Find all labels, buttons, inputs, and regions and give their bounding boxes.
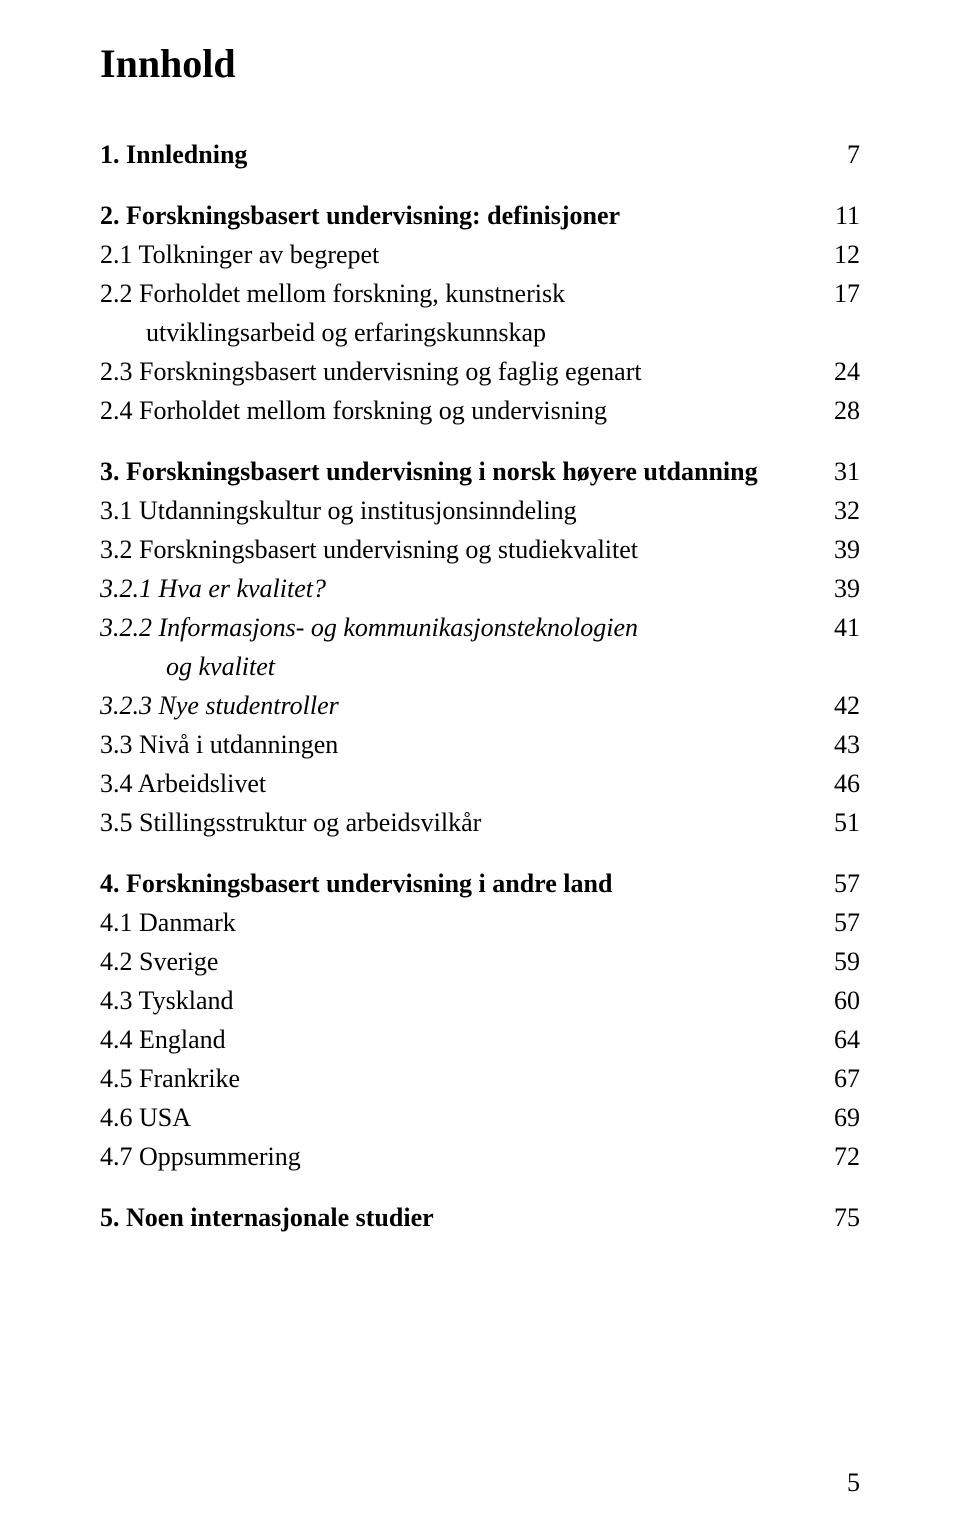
toc-entry-page: 31 xyxy=(820,452,860,491)
toc-entry-label: 4.5 Frankrike xyxy=(100,1059,820,1098)
toc-entry-page: 69 xyxy=(820,1098,860,1137)
toc-entry-page: 39 xyxy=(820,569,860,608)
toc-entry: 3.2.1 Hva er kvalitet?39 xyxy=(100,569,860,608)
toc-entry: 3.2 Forskningsbasert undervisning og stu… xyxy=(100,530,860,569)
toc-entry: 4.6 USA69 xyxy=(100,1098,860,1137)
toc-entry: 4.2 Sverige59 xyxy=(100,942,860,981)
toc-entry-page: 32 xyxy=(820,491,860,530)
toc-entry: 2.1 Tolkninger av begrepet12 xyxy=(100,235,860,274)
section-gap xyxy=(100,1176,860,1198)
toc-entry-label: 3.2.2 Informasjons- og kommunikasjonstek… xyxy=(100,608,820,686)
toc-entry-label: 4.6 USA xyxy=(100,1098,820,1137)
toc-entry-label: 2.2 Forholdet mellom forskning, kunstner… xyxy=(100,274,820,352)
toc-entry-label: 4.4 England xyxy=(100,1020,820,1059)
toc-entry-page: 59 xyxy=(820,942,860,981)
table-of-contents: 1. Innledning72. Forskningsbasert underv… xyxy=(100,135,860,1237)
toc-entry-label: 2.4 Forholdet mellom forskning og underv… xyxy=(100,391,820,430)
toc-entry: 3.5 Stillingsstruktur og arbeidsvilkår51 xyxy=(100,803,860,842)
toc-entry-label: 3.3 Nivå i utdanningen xyxy=(100,725,820,764)
toc-entry-label: 3.1 Utdanningskultur og institusjonsinnd… xyxy=(100,491,820,530)
toc-entry: 5. Noen internasjonale studier75 xyxy=(100,1198,860,1237)
toc-entry-page: 24 xyxy=(820,352,860,391)
toc-entry-label: 2. Forskningsbasert undervisning: defini… xyxy=(100,196,820,235)
toc-entry-page: 57 xyxy=(820,903,860,942)
toc-entry-page: 28 xyxy=(820,391,860,430)
toc-entry-label: 2.1 Tolkninger av begrepet xyxy=(100,235,820,274)
toc-entry-label: 2.3 Forskningsbasert undervisning og fag… xyxy=(100,352,820,391)
toc-entry-label: 3. Forskningsbasert undervisning i norsk… xyxy=(100,452,820,491)
toc-entry-label: 3.2.3 Nye studentroller xyxy=(100,686,820,725)
toc-entry: 4.4 England64 xyxy=(100,1020,860,1059)
toc-entry: 4.5 Frankrike67 xyxy=(100,1059,860,1098)
toc-entry-page: 57 xyxy=(820,864,860,903)
toc-entry-page: 43 xyxy=(820,725,860,764)
toc-entry-label: 1. Innledning xyxy=(100,135,820,174)
toc-entry: 3.3 Nivå i utdanningen43 xyxy=(100,725,860,764)
toc-entry: 3.4 Arbeidslivet46 xyxy=(100,764,860,803)
toc-entry: 2.3 Forskningsbasert undervisning og fag… xyxy=(100,352,860,391)
toc-entry: 2. Forskningsbasert undervisning: defini… xyxy=(100,196,860,235)
section-gap xyxy=(100,174,860,196)
toc-entry-page: 75 xyxy=(820,1198,860,1237)
toc-entry: 1. Innledning7 xyxy=(100,135,860,174)
toc-entry-label: 4.3 Tyskland xyxy=(100,981,820,1020)
toc-entry-page: 7 xyxy=(820,135,860,174)
toc-entry-page: 11 xyxy=(820,196,860,235)
toc-entry: 2.4 Forholdet mellom forskning og underv… xyxy=(100,391,860,430)
toc-entry-page: 64 xyxy=(820,1020,860,1059)
toc-entry: 3.2.3 Nye studentroller42 xyxy=(100,686,860,725)
toc-entry-label: 4.2 Sverige xyxy=(100,942,820,981)
toc-entry-label: 3.4 Arbeidslivet xyxy=(100,764,820,803)
page-number: 5 xyxy=(847,1468,860,1498)
toc-entry-page: 67 xyxy=(820,1059,860,1098)
toc-entry: 3.2.2 Informasjons- og kommunikasjonstek… xyxy=(100,608,860,686)
toc-entry: 4.3 Tyskland60 xyxy=(100,981,860,1020)
toc-entry-label: 3.2.1 Hva er kvalitet? xyxy=(100,569,820,608)
toc-entry-page: 60 xyxy=(820,981,860,1020)
toc-entry-page: 51 xyxy=(820,803,860,842)
toc-entry-page: 17 xyxy=(820,274,860,313)
toc-title: Innhold xyxy=(100,40,860,87)
toc-entry-page: 12 xyxy=(820,235,860,274)
toc-entry-label: 3.2 Forskningsbasert undervisning og stu… xyxy=(100,530,820,569)
toc-entry-page: 42 xyxy=(820,686,860,725)
toc-entry-label: 4. Forskningsbasert undervisning i andre… xyxy=(100,864,820,903)
toc-entry-page: 72 xyxy=(820,1137,860,1176)
toc-entry: 4.7 Oppsummering72 xyxy=(100,1137,860,1176)
toc-entry-label: 4.7 Oppsummering xyxy=(100,1137,820,1176)
toc-entry: 3. Forskningsbasert undervisning i norsk… xyxy=(100,452,860,491)
toc-entry-page: 46 xyxy=(820,764,860,803)
toc-entry: 4.1 Danmark57 xyxy=(100,903,860,942)
toc-entry: 3.1 Utdanningskultur og institusjonsinnd… xyxy=(100,491,860,530)
toc-entry-page: 39 xyxy=(820,530,860,569)
toc-entry-label: 4.1 Danmark xyxy=(100,903,820,942)
toc-entry-label: 5. Noen internasjonale studier xyxy=(100,1198,820,1237)
toc-entry-page: 41 xyxy=(820,608,860,647)
section-gap xyxy=(100,842,860,864)
section-gap xyxy=(100,430,860,452)
toc-entry: 2.2 Forholdet mellom forskning, kunstner… xyxy=(100,274,860,352)
toc-entry: 4. Forskningsbasert undervisning i andre… xyxy=(100,864,860,903)
toc-entry-label: 3.5 Stillingsstruktur og arbeidsvilkår xyxy=(100,803,820,842)
